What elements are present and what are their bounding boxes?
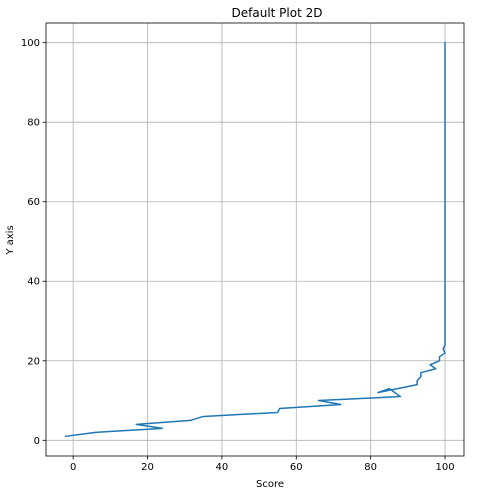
x-tick-label: 20 (141, 462, 154, 473)
x-axis-label: Score (256, 479, 284, 490)
plot-frame (45, 22, 465, 457)
y-tick-label: 100 (21, 38, 40, 49)
y-axis: 0 20 40 60 80 100 (21, 38, 46, 447)
y-tick-label: 0 (34, 436, 40, 447)
plot-area (64, 41, 446, 438)
y-axis-label: Y axis (5, 225, 16, 255)
chart-title: Default Plot 2D (232, 6, 323, 20)
y-tick-label: 60 (27, 197, 40, 208)
x-tick-label: 60 (290, 462, 303, 473)
y-tick-label: 80 (27, 118, 40, 129)
y-tick-label: 40 (27, 277, 40, 288)
x-tick-label: 0 (70, 462, 76, 473)
y-tick-label: 20 (27, 356, 40, 367)
x-tick-label: 80 (364, 462, 377, 473)
x-tick-label: 100 (435, 462, 454, 473)
x-tick-label: 40 (216, 462, 229, 473)
series-line (64, 41, 446, 438)
x-axis: 0 20 40 60 80 100 (70, 456, 455, 473)
